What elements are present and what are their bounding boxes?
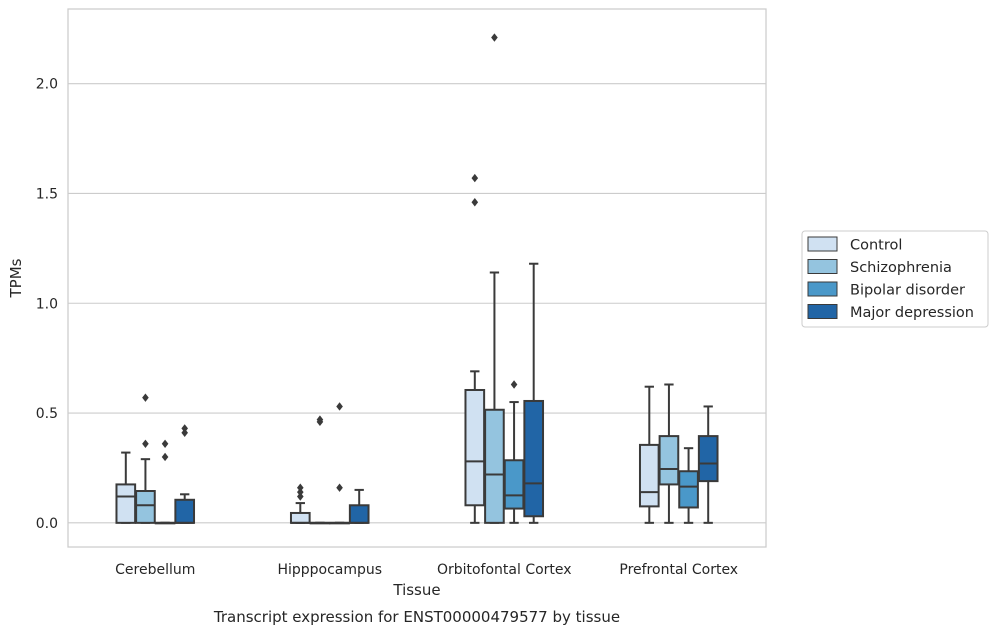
box-group: [464, 173, 486, 524]
box: [135, 490, 156, 524]
box-group: [115, 451, 137, 524]
box-group: [348, 488, 370, 524]
outlier-point: [161, 439, 169, 448]
box: [503, 459, 525, 510]
outlier-point: [316, 415, 324, 424]
outlier-point: [181, 428, 188, 438]
box-group: [309, 415, 331, 525]
box: [464, 388, 486, 507]
legend-swatch: [807, 259, 838, 274]
outlier-point: [161, 452, 169, 462]
box-group: [289, 483, 311, 524]
legend-swatch: [807, 236, 838, 252]
box: [115, 483, 137, 524]
legend-swatch: [807, 281, 838, 297]
box-group: [678, 447, 699, 524]
box-group: [658, 383, 680, 524]
x-tick-labels: Cerebellum Hipppocampus Orbitofontal Corte…: [115, 562, 738, 578]
legend-label: Schizophrenia: [850, 260, 952, 276]
box-group: [503, 380, 525, 524]
box-group: [697, 405, 719, 524]
outlier-point: [471, 173, 479, 183]
box: [697, 435, 719, 483]
y-tick-labels: 0.0 0.5 1.0 1.5 2.0: [36, 77, 58, 532]
box: [678, 470, 699, 509]
x-tick-label: Prefrontal Cortex: [619, 562, 738, 578]
box-group: [174, 424, 196, 524]
outlier-point: [297, 487, 304, 497]
outlier-point: [142, 439, 149, 448]
boxplot-marks: [115, 33, 719, 525]
x-tick-label: Hipppocampus: [277, 562, 382, 578]
legend-swatch: [807, 304, 838, 319]
box-group: [484, 33, 505, 524]
outlier-point: [491, 33, 498, 42]
legend-label: Major depression: [850, 305, 974, 321]
outlier-point: [336, 402, 343, 411]
y-tick-label: 1.0: [36, 296, 58, 312]
box-group: [135, 393, 156, 524]
outlier-point: [510, 380, 518, 389]
y-tick-label: 2.0: [36, 77, 58, 93]
legend-label: Bipolar disorder: [850, 283, 965, 299]
legend-frame: [801, 230, 989, 328]
box: [484, 408, 505, 524]
outlier-point: [471, 198, 479, 207]
y-axis-label: TPMs: [7, 258, 25, 298]
legend: Control Schizophrenia Bipolar disorder Majo…: [801, 230, 989, 328]
box: [348, 504, 370, 524]
box: [658, 435, 680, 486]
box-group: [523, 262, 545, 524]
x-axis-label: Tissue: [392, 581, 440, 599]
x-tick-label: Orbitofontal Cortex: [437, 562, 572, 578]
box: [523, 399, 545, 518]
outlier-point: [142, 393, 149, 402]
box-group: [638, 385, 660, 524]
legend-label: Control: [850, 238, 902, 254]
x-tick-label: Cerebellum: [115, 562, 195, 578]
box: [174, 498, 196, 524]
figure-caption: Transcript expression for ENST0000047957…: [213, 608, 620, 626]
box: [289, 511, 311, 524]
outlier-point: [297, 492, 304, 501]
y-tick-label: 1.5: [36, 186, 58, 202]
y-tick-label: 0.5: [36, 406, 58, 422]
box: [638, 443, 660, 508]
outlier-point: [336, 483, 343, 492]
outlier-point: [181, 424, 188, 433]
box-group: [154, 439, 176, 525]
box-group: [329, 402, 350, 525]
outlier-point: [297, 483, 304, 492]
plot-frame: [67, 8, 767, 548]
y-tick-label: 0.0: [36, 516, 58, 532]
